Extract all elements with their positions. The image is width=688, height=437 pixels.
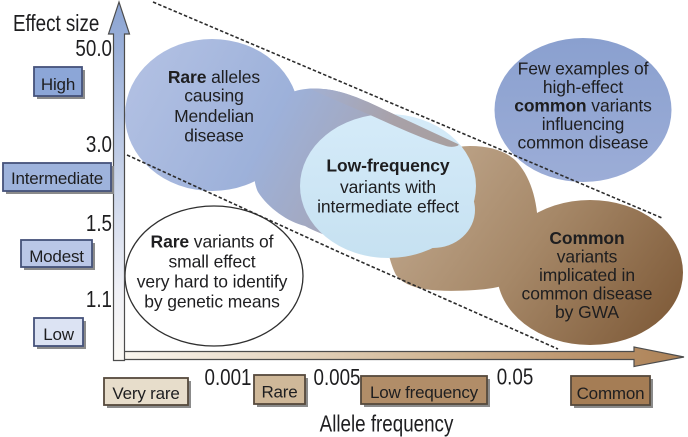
svg-text:very hard to identify: very hard to identify <box>137 272 288 292</box>
svg-text:variants with: variants with <box>340 177 436 197</box>
svg-text:Few examples of: Few examples of <box>518 59 649 79</box>
svg-text:Modest: Modest <box>29 247 84 266</box>
svg-text:0.005: 0.005 <box>313 364 360 391</box>
svg-text:intermediate effect: intermediate effect <box>317 197 459 217</box>
svg-text:high-effect: high-effect <box>543 77 624 97</box>
svg-text:by genetic means: by genetic means <box>144 292 280 312</box>
svg-text:implicated in: implicated in <box>539 265 635 285</box>
svg-text:disease: disease <box>184 126 244 146</box>
svg-text:common disease: common disease <box>522 284 653 304</box>
svg-text:common disease: common disease <box>518 133 649 153</box>
svg-text:Mendelian: Mendelian <box>174 106 254 126</box>
svg-text:influencing: influencing <box>542 114 625 134</box>
svg-text:Low frequency: Low frequency <box>370 383 479 402</box>
svg-text:Effect size: Effect size <box>13 10 99 37</box>
svg-text:variants: variants <box>557 247 618 267</box>
svg-text:causing: causing <box>184 86 244 106</box>
svg-text:50.0: 50.0 <box>75 35 112 62</box>
svg-text:Common: Common <box>577 384 645 403</box>
svg-text:3.0: 3.0 <box>86 131 112 158</box>
svg-text:Rare alleles: Rare alleles <box>168 67 261 87</box>
svg-text:common variants: common variants <box>514 96 652 116</box>
svg-text:Common: Common <box>549 228 624 248</box>
svg-text:1.5: 1.5 <box>86 210 112 237</box>
svg-text:Allele frequency: Allele frequency <box>320 411 454 437</box>
svg-text:0.001: 0.001 <box>204 364 251 391</box>
svg-text:0.05: 0.05 <box>497 364 534 391</box>
svg-text:Intermediate: Intermediate <box>11 169 103 188</box>
svg-text:Low-frequency: Low-frequency <box>326 156 450 176</box>
svg-text:Low: Low <box>43 325 75 344</box>
svg-text:Very rare: Very rare <box>112 384 179 403</box>
svg-text:Rare: Rare <box>261 383 297 402</box>
svg-text:1.1: 1.1 <box>86 286 112 313</box>
svg-text:by GWA: by GWA <box>555 302 619 322</box>
svg-text:small effect: small effect <box>169 252 256 272</box>
svg-text:Rare variants of: Rare variants of <box>151 232 274 252</box>
svg-text:High: High <box>41 75 75 94</box>
